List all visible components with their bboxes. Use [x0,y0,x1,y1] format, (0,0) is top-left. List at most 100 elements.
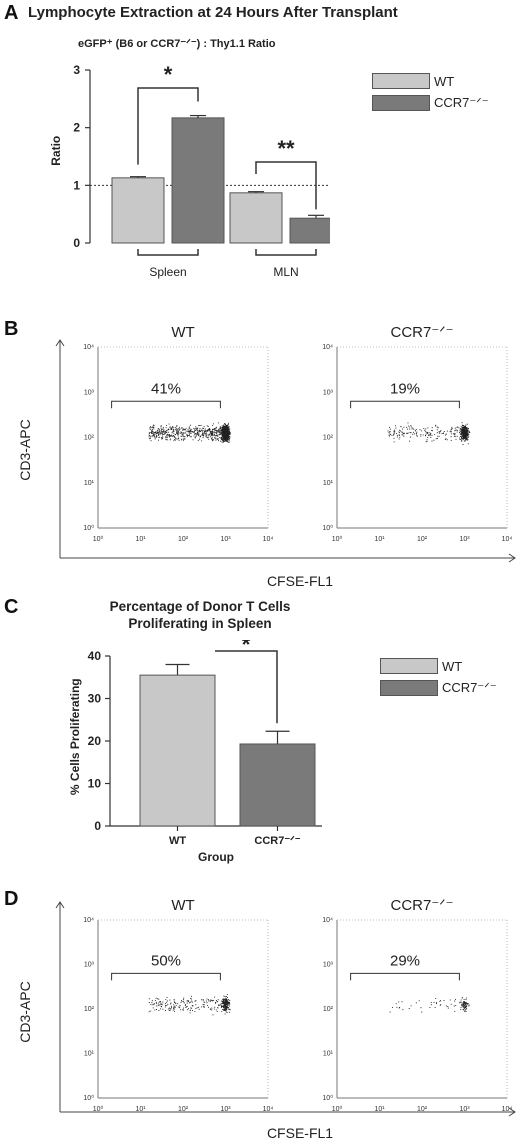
scatter-point [453,435,455,437]
scatter-point [394,429,396,431]
legend-label-wt: WT [442,658,463,674]
scatter-point [157,439,160,441]
scatter-point [158,1009,160,1011]
scatter-point [444,439,446,441]
scatter-point [467,434,469,436]
scatter-point [466,438,468,440]
scatter-point [158,1001,160,1003]
y-tick-label: 10² [84,1006,95,1013]
scatter-point [186,1005,188,1007]
scatter-point [172,429,174,431]
scatter-point [403,432,405,434]
scatter-point [202,999,204,1001]
scatter-point [183,438,185,440]
scatter-point [159,1004,161,1006]
scatter-point [206,425,208,427]
scatter-point [465,431,467,433]
scatter-point [175,1002,177,1004]
scatter-point [225,1002,227,1005]
scatter-point [149,434,151,437]
scatter-point [211,1009,213,1011]
scatter-point [229,999,231,1001]
scatter-point [212,433,214,435]
scatter-point [227,427,229,429]
scatter-point [221,438,223,440]
scatter-point [212,431,214,433]
gate-bracket [111,972,221,981]
scatter-point [446,430,448,432]
scatter-point [445,438,447,440]
scatter-point [224,427,226,429]
gate-bracket [350,400,460,409]
scatter-point [435,1002,437,1004]
category-bracket [137,249,199,256]
scatter-point [173,1010,176,1012]
legend-label-ccr7: CCR7⁻ᐟ⁻ [434,95,489,110]
scatter-point [462,1003,465,1005]
significance-label: * [164,62,173,87]
scatter-point [224,1004,226,1007]
scatter-point [218,1004,220,1006]
scatter-point [207,434,209,436]
scatter-point [152,1004,154,1006]
scatter-point [227,436,229,438]
scatter-point [179,428,181,430]
scatter-point [464,1002,466,1004]
scatter-point [198,1008,200,1010]
scatter-point [229,434,231,436]
scatter-point [456,426,458,428]
scatter-point [462,444,464,446]
scatter-point [160,1004,162,1006]
scatter-point [196,433,198,435]
scatter-point [165,430,167,432]
scatter-point [219,430,221,432]
scatter-point [196,427,198,430]
scatter-point [217,1000,219,1003]
scatter-point [225,996,227,998]
scatter-point [469,431,471,434]
scatter-point [184,436,186,438]
scatter-point [185,430,187,432]
scatter-point [463,437,466,439]
scatter-point [173,999,175,1001]
scatter-point [391,1006,394,1008]
scatter-point [206,998,208,1000]
scatter-point [188,426,190,428]
scatter-point [206,1004,208,1006]
scatter-point [460,426,462,428]
scatter-point [431,430,434,432]
scatter-point [413,428,415,430]
scatter-point [220,437,222,439]
scatter-point [445,433,447,435]
scatter-point [444,434,446,436]
scatter-point [186,436,188,438]
scatter-point [195,434,197,436]
scatter-point [209,436,211,438]
scatter-point [182,433,184,435]
x-tick-label: 10⁰ [332,1105,343,1113]
scatter-point [211,436,213,439]
scatter-point [228,439,230,442]
scatter-point [223,429,225,431]
scatter-point [216,1010,218,1013]
y-tick-label: 1 [73,178,80,192]
scatter-point [205,433,207,435]
scatter-point [207,436,209,438]
scatter-point [160,432,162,434]
scatter-point [466,423,468,425]
scatter-point [218,434,220,436]
gate-label: 41% [151,380,181,397]
plot-title: CCR7⁻ᐟ⁻ [390,324,453,341]
scatter-point [148,998,150,1000]
scatter-point [150,431,152,434]
scatter-point [224,995,226,998]
scatter-point [426,439,428,441]
scatter-point [389,1011,391,1013]
scatter-point [173,438,176,441]
scatter-point [165,427,167,429]
scatter-point [173,1001,176,1003]
panel-b-flow: CD3-APC CFSE-FL1 WT 10⁰ 10⁰ 10¹ 10¹ 10² 10² 10³ 10… [17,324,516,589]
scatter-point [188,1008,190,1010]
scatter-point [425,428,427,430]
scatter-point [151,427,153,429]
